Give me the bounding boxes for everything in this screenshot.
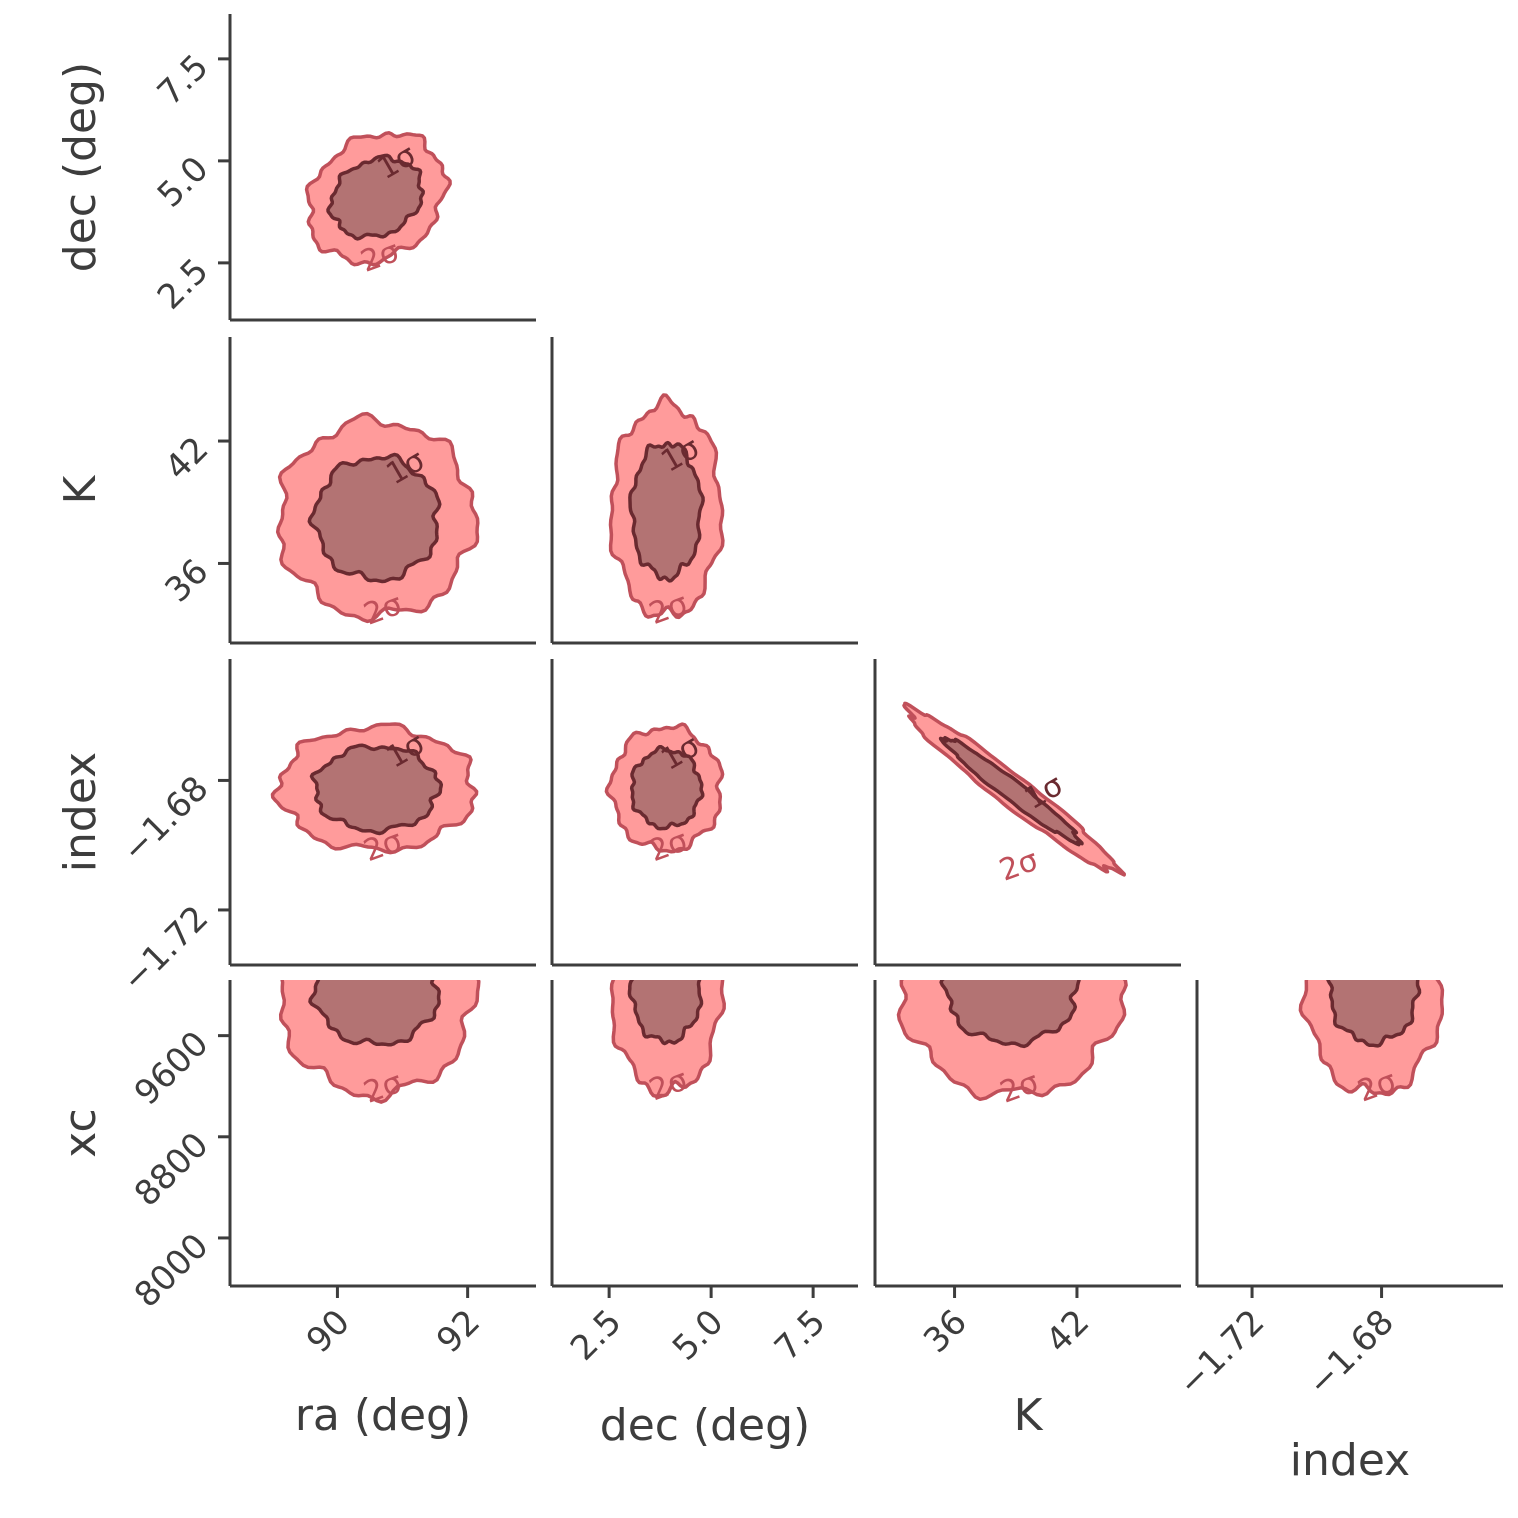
contour-1sigma [628, 440, 705, 583]
y-axis-label: K [55, 474, 106, 504]
y-tick-label: 8800 [127, 1125, 216, 1214]
y-tick-label: 2.5 [150, 251, 217, 318]
contour-1sigma [627, 980, 704, 1046]
contour-1sigma [938, 735, 1084, 847]
y-tick-label: 5.0 [150, 149, 217, 216]
contour-1sigma [629, 745, 705, 831]
y-tick-label: 9600 [127, 1024, 216, 1113]
y-tick-label: 42 [157, 429, 216, 488]
x-tick-label: −1.68 [1300, 1302, 1402, 1404]
x-axis-label: index [1290, 1435, 1410, 1486]
y-tick-label: −1.72 [114, 898, 216, 1000]
sigma-label-1: 1σ [1368, 920, 1419, 969]
x-axis-label: ra (deg) [295, 1390, 471, 1441]
y-tick-label: 7.5 [150, 47, 217, 114]
sigma-label-1: 1σ [655, 919, 706, 968]
x-tick-label: 92 [429, 1302, 488, 1361]
contour-1sigma [939, 980, 1081, 1049]
contour-1sigma [308, 980, 441, 1047]
y-tick-label: −1.68 [114, 769, 216, 871]
x-tick-label: 90 [299, 1302, 358, 1361]
x-axis-label: dec (deg) [600, 1400, 810, 1451]
contour-1sigma [309, 743, 444, 836]
contour-1sigma [1326, 980, 1422, 1048]
x-axis-label: K [1014, 1390, 1044, 1441]
x-tick-label: −1.72 [1170, 1302, 1272, 1404]
y-tick-label: 36 [157, 552, 216, 611]
x-tick-label: 42 [1038, 1302, 1097, 1361]
sigma-label-2: 2σ [995, 843, 1043, 889]
sigma-label-1: 1σ [381, 921, 432, 970]
x-tick-label: 5.0 [665, 1302, 732, 1369]
contour-1sigma [307, 452, 442, 584]
sigma-label-1: 1σ [1018, 920, 1069, 969]
y-axis-label: dec (deg) [55, 62, 106, 272]
y-axis-label: index [55, 752, 106, 872]
x-tick-label: 2.5 [563, 1302, 630, 1369]
x-tick-label: 7.5 [767, 1302, 834, 1369]
x-tick-label: 36 [916, 1302, 975, 1361]
contour-1sigma [326, 153, 425, 241]
y-tick-label: 8000 [127, 1226, 216, 1315]
y-axis-label: xc [55, 1108, 106, 1157]
